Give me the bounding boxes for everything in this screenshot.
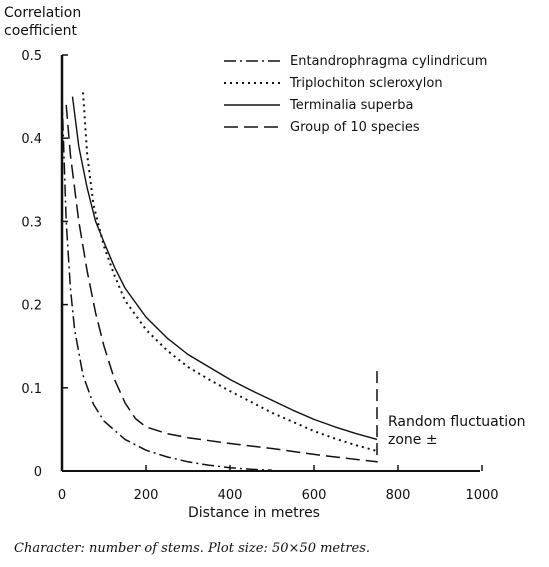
x-tick-label: 200	[134, 488, 159, 503]
legend-swatch-dotted	[224, 82, 280, 84]
x-axis-label: Distance in metres	[188, 505, 320, 521]
legend-swatch-long-dash	[224, 126, 280, 128]
legend-label: Entandrophragma cylindricum	[290, 53, 488, 69]
y-tick-label: 0.1	[21, 382, 42, 397]
random-fluctuation-label: Random fluctuation zone ±	[388, 413, 526, 449]
x-tick-label: 400	[218, 488, 243, 503]
y-tick-label: 0.5	[21, 49, 42, 64]
legend-swatch-solid	[224, 104, 280, 106]
y-tick-label: 0.4	[21, 132, 42, 147]
y-axis-label-line-2: coefficient	[4, 23, 77, 39]
y-tick-label: 0.2	[21, 299, 42, 314]
series-lines	[61, 92, 378, 471]
series-line-1	[82, 92, 378, 452]
series-line-0	[61, 96, 273, 471]
legend-item-triplochiton: Triplochiton scleroxylon	[222, 72, 487, 94]
legend-label: Terminalia superba	[290, 97, 414, 113]
series-line-3	[65, 104, 378, 463]
axis-ticks: 0 200 400 600 800 1000 0 0.1 0.2 0.3 0.4 0.5	[21, 49, 498, 503]
legend-item-group-10: Group of 10 species	[222, 116, 487, 138]
random-fluctuation-line-1: Random fluctuation	[388, 414, 526, 430]
figure-caption: Character: number of stems. Plot size: 5…	[14, 541, 371, 556]
legend-label: Group of 10 species	[290, 119, 420, 135]
legend-item-terminalia: Terminalia superba	[222, 94, 487, 116]
axes	[60, 55, 480, 472]
legend-label: Triplochiton scleroxylon	[290, 75, 443, 91]
legend-item-entandrophragma: Entandrophragma cylindricum	[222, 50, 487, 72]
x-tick-label: 0	[58, 488, 66, 503]
y-tick-label: 0	[34, 465, 42, 480]
legend: Entandrophragma cylindricum Triplochiton…	[222, 50, 487, 138]
legend-swatch-dash-dot	[224, 60, 280, 62]
x-tick-label: 800	[386, 488, 411, 503]
y-axis-label: Correlation coefficient	[4, 4, 81, 40]
x-tick-label: 1000	[465, 488, 498, 503]
series-line-2	[71, 96, 378, 441]
random-fluctuation-line-2: zone ±	[388, 432, 438, 448]
y-tick-label: 0.3	[21, 215, 42, 230]
x-tick-label: 600	[302, 488, 327, 503]
y-axis-label-line-1: Correlation	[4, 5, 82, 21]
